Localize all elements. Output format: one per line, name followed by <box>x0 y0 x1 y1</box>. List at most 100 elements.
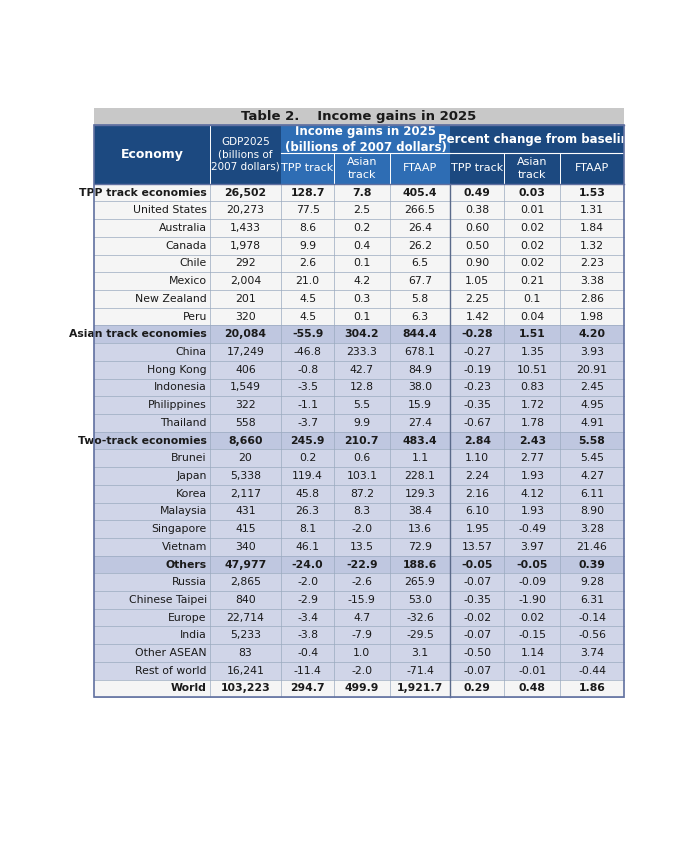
Text: 26.2: 26.2 <box>408 241 432 251</box>
Text: Europe: Europe <box>169 613 207 623</box>
Text: -3.5: -3.5 <box>297 382 318 392</box>
Text: 340: 340 <box>235 542 256 551</box>
Text: 0.02: 0.02 <box>520 223 545 233</box>
Text: 87.2: 87.2 <box>350 488 374 499</box>
Text: Japan: Japan <box>176 471 207 481</box>
Text: Percent change from baseline: Percent change from baseline <box>438 133 636 146</box>
Text: 77.5: 77.5 <box>295 205 320 215</box>
Text: 0.3: 0.3 <box>354 294 370 304</box>
Text: 2.23: 2.23 <box>580 259 604 268</box>
Text: 45.8: 45.8 <box>295 488 320 499</box>
Text: 1.05: 1.05 <box>466 276 489 286</box>
Text: 26.4: 26.4 <box>408 223 432 233</box>
Text: 4.7: 4.7 <box>354 613 370 623</box>
Text: 2.77: 2.77 <box>520 454 545 463</box>
Text: 4.5: 4.5 <box>299 294 316 304</box>
Text: 6.31: 6.31 <box>580 595 604 605</box>
Bar <box>94 520 624 538</box>
Text: 3.93: 3.93 <box>580 347 604 357</box>
Text: 0.90: 0.90 <box>466 259 489 268</box>
Text: 7.8: 7.8 <box>352 187 372 197</box>
Bar <box>560 153 624 184</box>
Text: 84.9: 84.9 <box>408 365 432 374</box>
Text: 2,865: 2,865 <box>230 577 261 587</box>
Text: 8.90: 8.90 <box>580 506 604 517</box>
Bar <box>94 608 624 626</box>
Text: 46.1: 46.1 <box>295 542 320 551</box>
Text: -0.4: -0.4 <box>297 648 319 658</box>
Text: 2.16: 2.16 <box>466 488 489 499</box>
Text: -0.01: -0.01 <box>518 665 547 676</box>
Text: -3.8: -3.8 <box>297 631 318 640</box>
Text: TPP track: TPP track <box>452 163 503 174</box>
Bar <box>94 538 624 556</box>
Text: 5,338: 5,338 <box>230 471 261 481</box>
Text: TPP track economies: TPP track economies <box>79 187 207 197</box>
Text: World: World <box>171 683 207 694</box>
Text: Canada: Canada <box>165 241 207 251</box>
Text: Singapore: Singapore <box>152 524 207 534</box>
Text: 0.21: 0.21 <box>520 276 545 286</box>
Bar <box>94 414 624 431</box>
Text: 2,117: 2,117 <box>230 488 261 499</box>
Text: -29.5: -29.5 <box>406 631 434 640</box>
Text: 265.9: 265.9 <box>405 577 435 587</box>
Bar <box>94 254 624 272</box>
Text: -0.15: -0.15 <box>518 631 547 640</box>
Text: 1.78: 1.78 <box>520 418 545 428</box>
Bar <box>94 431 624 449</box>
Text: -2.0: -2.0 <box>351 665 372 676</box>
Text: 9.9: 9.9 <box>354 418 370 428</box>
Text: 3.97: 3.97 <box>520 542 545 551</box>
Bar <box>94 290 624 308</box>
Text: 103.1: 103.1 <box>346 471 377 481</box>
Text: -0.27: -0.27 <box>463 347 491 357</box>
Text: 4.12: 4.12 <box>520 488 545 499</box>
Text: 1.98: 1.98 <box>580 311 604 322</box>
Text: 1.51: 1.51 <box>519 329 546 340</box>
Bar <box>94 556 624 574</box>
Text: Two-track economies: Two-track economies <box>78 436 207 446</box>
Text: New Zealand: New Zealand <box>135 294 207 304</box>
Text: 72.9: 72.9 <box>408 542 432 551</box>
Text: 1.10: 1.10 <box>466 454 489 463</box>
Text: 483.4: 483.4 <box>402 436 438 446</box>
Text: 20.91: 20.91 <box>577 365 608 374</box>
Text: Hong Kong: Hong Kong <box>147 365 207 374</box>
Text: 15.9: 15.9 <box>408 400 432 410</box>
Text: 20,084: 20,084 <box>225 329 267 340</box>
Text: 1.93: 1.93 <box>520 506 545 517</box>
Text: 1,433: 1,433 <box>230 223 261 233</box>
Text: 0.4: 0.4 <box>354 241 370 251</box>
Bar <box>94 574 624 591</box>
Text: 22,714: 22,714 <box>227 613 265 623</box>
Text: Income gains in 2025
(billions of 2007 dollars): Income gains in 2025 (billions of 2007 d… <box>285 124 447 153</box>
Text: 320: 320 <box>235 311 256 322</box>
Bar <box>94 108 624 125</box>
Bar <box>281 153 334 184</box>
Text: Indonesia: Indonesia <box>154 382 207 392</box>
Bar <box>334 153 390 184</box>
Text: Asian
track: Asian track <box>346 157 377 180</box>
Text: 245.9: 245.9 <box>290 436 325 446</box>
Text: 844.4: 844.4 <box>402 329 438 340</box>
Bar <box>94 591 624 608</box>
Text: -11.4: -11.4 <box>294 665 321 676</box>
Text: 5,233: 5,233 <box>230 631 261 640</box>
Text: -71.4: -71.4 <box>406 665 434 676</box>
Text: 0.38: 0.38 <box>466 205 489 215</box>
Text: Asian track economies: Asian track economies <box>69 329 207 340</box>
Text: -2.0: -2.0 <box>351 524 372 534</box>
Text: 2.86: 2.86 <box>580 294 604 304</box>
Text: FTAAP: FTAAP <box>575 163 609 174</box>
Text: China: China <box>176 347 207 357</box>
Text: -0.35: -0.35 <box>463 595 491 605</box>
Text: 83: 83 <box>239 648 253 658</box>
Text: 0.02: 0.02 <box>520 613 545 623</box>
Text: 233.3: 233.3 <box>346 347 377 357</box>
Bar <box>94 184 624 202</box>
Text: 67.7: 67.7 <box>408 276 432 286</box>
Text: 415: 415 <box>235 524 256 534</box>
Text: United States: United States <box>133 205 207 215</box>
Text: 4.27: 4.27 <box>580 471 604 481</box>
